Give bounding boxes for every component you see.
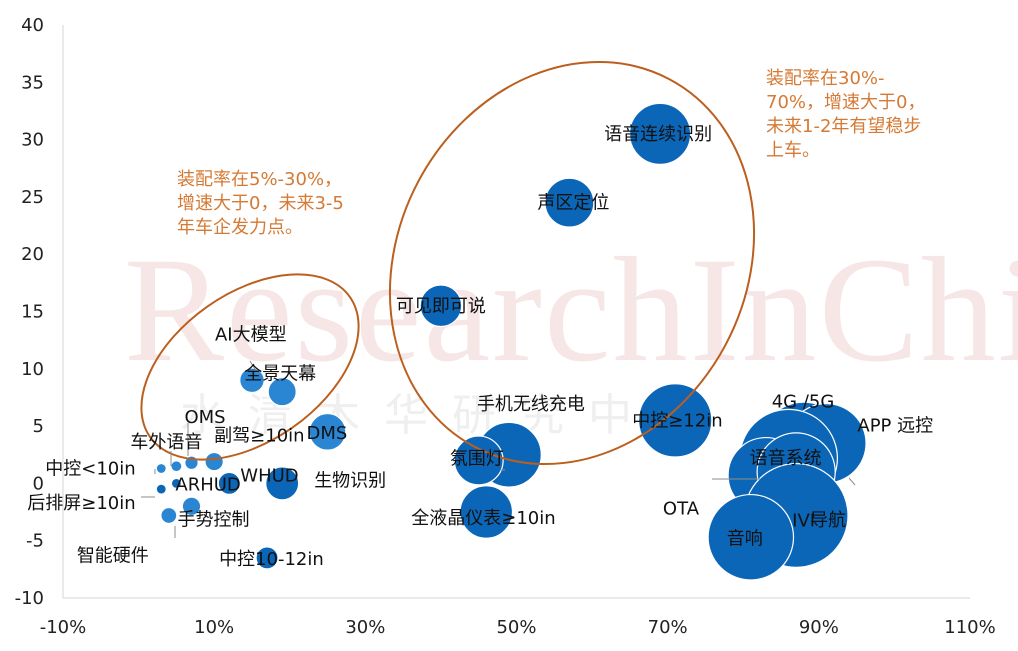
y-tick-label: 5 — [33, 416, 44, 437]
bubble-point — [629, 102, 692, 165]
bubble-label: APP 远控 — [857, 415, 933, 436]
bubble-point — [155, 483, 167, 495]
bubble-point — [155, 462, 167, 475]
y-tick-label: 30 — [21, 130, 44, 151]
x-tick-label: 90% — [799, 617, 839, 638]
y-tick-label: 20 — [21, 244, 44, 265]
bubble-label: 智能硬件 — [77, 545, 149, 566]
y-tick-label: 15 — [21, 302, 44, 323]
right-group-annotation-line: 70%，增速大于0， — [766, 92, 925, 113]
y-tick-label: 10 — [21, 359, 44, 380]
bubble-label: 全液晶仪表≥10in — [411, 508, 555, 529]
bubble-label: 车外语音 — [130, 432, 202, 453]
y-tick-label: -10 — [15, 588, 44, 609]
y-tick-label: 0 — [33, 473, 44, 494]
y-tick-label: 40 — [21, 15, 44, 36]
bubble-label: 手势控制 — [177, 509, 249, 530]
right-group-annotation-line: 未来1-2年有望稳步 — [766, 116, 921, 137]
bubble-label: 音响 — [727, 528, 763, 549]
y-tick-label: -5 — [26, 531, 44, 552]
ellipses-layer — [140, 60, 756, 466]
watermark-layer: ResearchInChina 水清木华研究中心 — [124, 227, 1018, 441]
axes-layer: -10 -5 0 5 10 15 20 25 30 35 40 -10% 10% 30% 50% 70% 90%… — [15, 15, 996, 638]
leader-line-navigation — [848, 477, 856, 486]
bubble-point — [453, 435, 504, 486]
bubble-point — [170, 460, 183, 473]
bubble-point — [217, 471, 241, 495]
bubble-point — [204, 451, 224, 472]
bubble-point — [267, 377, 297, 407]
x-tick-label: 30% — [345, 617, 385, 638]
bubble-point — [239, 367, 265, 394]
bubble-point — [255, 546, 279, 570]
bubble-label: 氛围灯 — [450, 448, 504, 469]
bubble-label: 副驾≥10in — [214, 426, 304, 447]
bubble-label: DMS — [307, 423, 348, 444]
bubble-point — [459, 485, 514, 539]
bubble-label: 手机无线充电 — [477, 394, 585, 415]
bubble-label: 后排屏≥10in — [27, 493, 135, 514]
bubble-point — [308, 412, 347, 451]
bubble-label: 中控10-12in — [219, 549, 324, 570]
right-group-annotation-line: 装配率在30%- — [766, 68, 885, 89]
x-tick-label: 10% — [194, 617, 234, 638]
leaders-layer — [141, 360, 856, 538]
bubble-point — [544, 177, 595, 228]
bubble-label: 中控<10in — [45, 459, 135, 480]
bubble-label: 声区定位 — [537, 193, 609, 214]
bubble-label: WHUD — [240, 465, 298, 486]
bubble-point — [170, 477, 182, 489]
left-group-ellipse — [140, 273, 360, 461]
right-group-annotation-line: 上车。 — [766, 140, 820, 161]
bubble-label: AI大模型 — [215, 324, 287, 345]
bubble-label: IVI — [792, 510, 815, 531]
bubble-point — [419, 284, 463, 328]
y-tick-label: 25 — [21, 187, 44, 208]
left-group-annotation-line: 装配率在5%-30%， — [177, 169, 342, 190]
annotations-layer: 装配率在5%-30%， 增速大于0，未来3-5 年车企发力点。 装配率在30%- 70%… — [177, 68, 925, 238]
bubble-point — [181, 496, 202, 517]
bubble-point — [707, 493, 795, 581]
bubble-point — [265, 466, 300, 501]
bubbles-layer — [155, 102, 867, 581]
right-group-ellipse — [388, 60, 756, 466]
watermark-logo-text: ResearchInChina — [124, 227, 1018, 393]
bubble-label: OMS — [184, 407, 225, 428]
bubble-label: 语音连续识别 — [604, 124, 712, 145]
bubble-point — [160, 506, 178, 525]
bubble-label: 4G /5G — [772, 392, 835, 413]
bubble-label: 生物识别 — [314, 470, 386, 491]
left-group-annotation-line: 增速大于0，未来3-5 — [177, 193, 344, 214]
bubble-label: ARHUD — [175, 474, 240, 495]
x-tick-label: 50% — [496, 617, 536, 638]
x-tick-label: -10% — [40, 617, 87, 638]
bubble-label: OTA — [663, 498, 700, 519]
bubble-label: 全景天幕 — [244, 364, 316, 385]
bubble-label: 语音系统 — [750, 448, 822, 469]
y-tick-label: 35 — [21, 72, 44, 93]
watermark-cn-text: 水清木华研究中心 — [180, 390, 724, 441]
bubble-point — [638, 383, 713, 458]
x-tick-label: 110% — [944, 617, 995, 638]
left-group-annotation-line: 年车企发力点。 — [177, 217, 303, 238]
leader-line-ai-model — [249, 360, 259, 375]
bubble-label: 中控≥12in — [632, 410, 722, 431]
x-tick-label: 70% — [648, 617, 688, 638]
bubble-label: 导航 — [810, 510, 846, 531]
bubble-label: 可见即可说 — [396, 296, 486, 317]
